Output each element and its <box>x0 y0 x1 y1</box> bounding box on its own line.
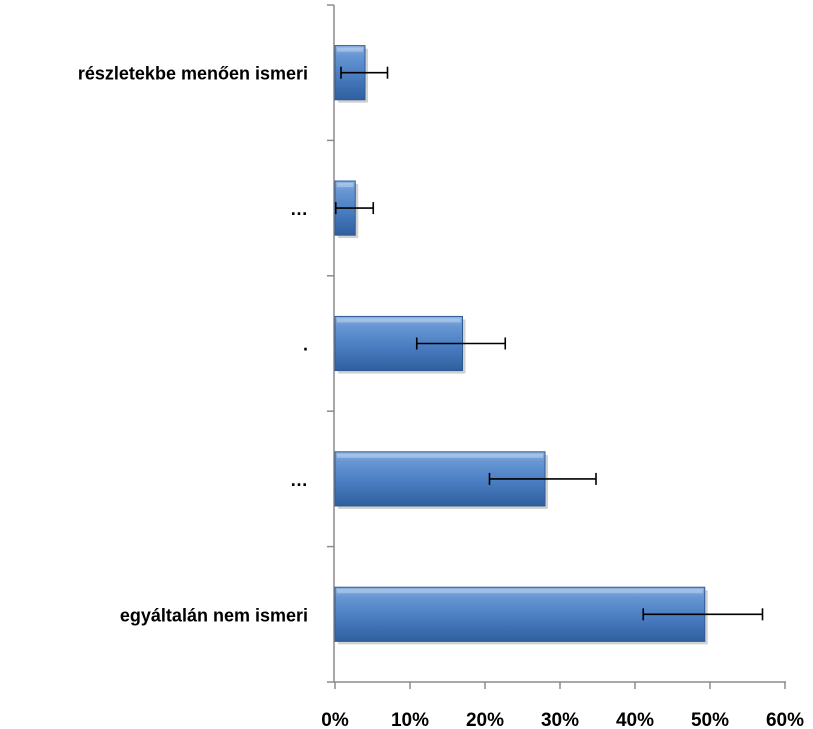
category-label: … <box>290 199 308 219</box>
bar-highlight <box>337 589 703 594</box>
chart-labels: 0% 10% 20% 30% 40% 50% 60% részletekbe menően i… <box>78 64 804 729</box>
x-tick-label: 10% <box>391 710 429 729</box>
category-label: részletekbe menően ismeri <box>78 64 308 84</box>
x-tick-label: 50% <box>691 710 729 729</box>
x-tick-label: 20% <box>466 710 504 729</box>
bar-highlight <box>337 183 354 188</box>
x-tick-label: 40% <box>616 710 654 729</box>
x-tick-label: 30% <box>541 710 579 729</box>
x-tick-label: 0% <box>321 710 349 729</box>
bar-highlight <box>337 318 461 323</box>
category-label: . <box>303 335 308 355</box>
chart-error-bars <box>334 66 764 621</box>
bar-highlight <box>337 47 363 52</box>
bar-highlight <box>337 453 543 458</box>
category-label: egyáltalán nem ismeri <box>120 605 308 625</box>
x-tick-label: 60% <box>766 710 804 729</box>
chart-bars <box>334 45 708 645</box>
category-label: … <box>290 470 308 490</box>
chart-axes <box>327 4 786 689</box>
